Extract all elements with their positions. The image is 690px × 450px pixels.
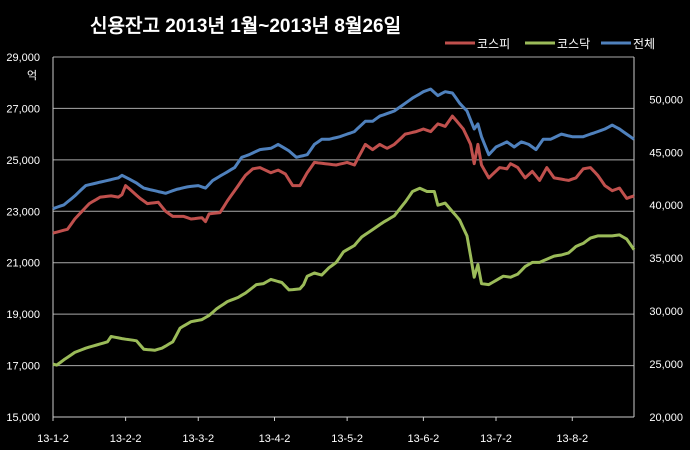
plot-area xyxy=(52,57,635,418)
x-tick-label: 13-1-2 xyxy=(37,433,69,445)
series-lines xyxy=(52,87,636,367)
left-tick-label: 25,000 xyxy=(6,155,40,167)
right-tick-label: 40,000 xyxy=(649,200,683,212)
gridlines xyxy=(53,56,634,367)
right-tick-label: 30,000 xyxy=(649,306,683,318)
x-axis: 13-1-2 13-2-2 13-3-2 13-4-2 13-5-2 13-6-2 13-7… xyxy=(37,417,588,445)
x-tick-label: 13-4-2 xyxy=(259,433,291,445)
left-tick-label: 27,000 xyxy=(6,103,40,115)
right-tick-label: 50,000 xyxy=(649,94,683,106)
legend: 코스피 코스닥 전체 xyxy=(445,37,655,51)
x-tick-label: 13-7-2 xyxy=(480,433,512,445)
series-line-3 xyxy=(52,87,635,211)
legend-label: 전체 xyxy=(633,37,655,51)
right-tick-label: 20,000 xyxy=(649,412,683,424)
legend-label: 코스피 xyxy=(477,37,510,51)
right-tick-label: 35,000 xyxy=(649,253,683,265)
x-tick-label: 13-2-2 xyxy=(110,433,142,445)
x-tick-label: 13-6-2 xyxy=(407,433,439,445)
right-tick-label: 25,000 xyxy=(649,359,683,371)
series-line-1 xyxy=(52,114,635,235)
x-tick-label: 13-5-2 xyxy=(331,433,363,445)
left-y-axis: 15,000 17,000 19,000 21,000 23,000 25,000 27,0… xyxy=(6,52,40,424)
right-tick-label: 45,000 xyxy=(649,147,683,159)
x-tick-label: 13-3-2 xyxy=(182,433,214,445)
left-tick-label: 29,000 xyxy=(6,52,40,64)
x-tick-label: 13-8-2 xyxy=(556,433,588,445)
left-tick-label: 19,000 xyxy=(6,309,40,321)
series-line-2 xyxy=(52,186,636,367)
left-tick-label: 15,000 xyxy=(6,412,40,424)
left-tick-label: 17,000 xyxy=(6,361,40,373)
left-tick-label: 23,000 xyxy=(6,206,40,218)
left-axis-unit: 억 xyxy=(27,69,37,82)
right-y-axis: 20,000 25,000 30,000 35,000 40,000 45,000 50,0… xyxy=(649,94,683,424)
legend-label: 코스닥 xyxy=(557,37,590,51)
left-tick-label: 21,000 xyxy=(6,258,40,270)
chart-title: 신용잔고 2013년 1월~2013년 8월26일 xyxy=(90,15,401,37)
